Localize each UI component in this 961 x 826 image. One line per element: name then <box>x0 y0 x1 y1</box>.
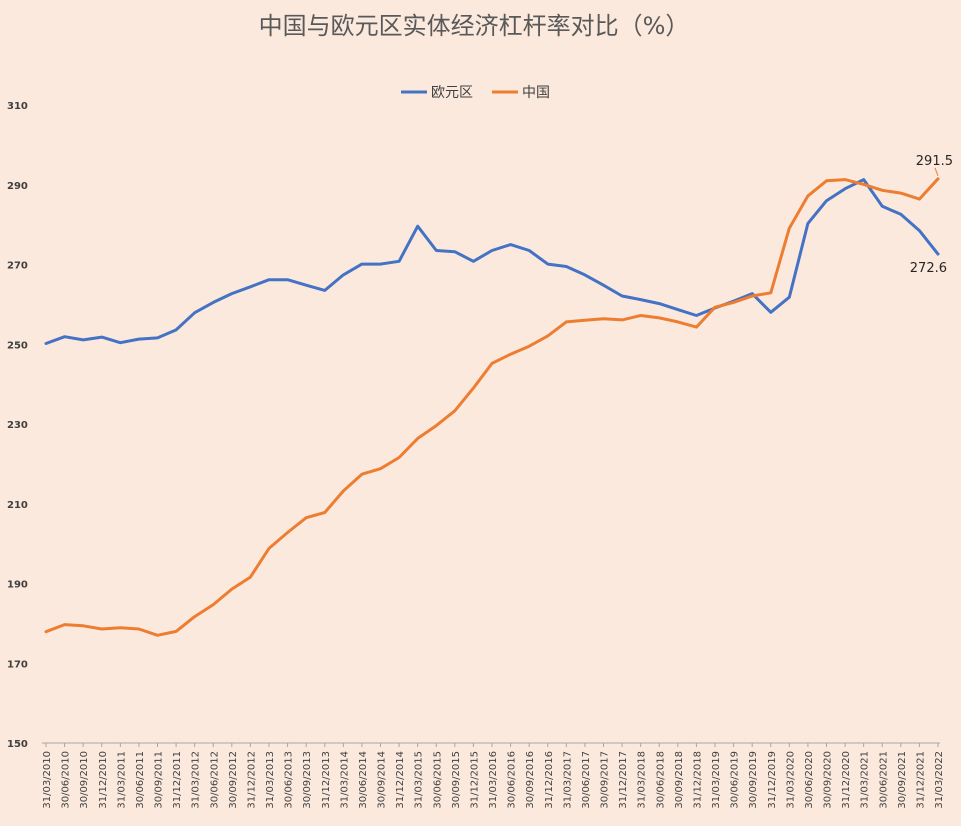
x-tick-label: 30/06/2021 <box>878 751 889 809</box>
x-tick-label: 31/03/2012 <box>191 751 202 809</box>
x-tick-label: 31/03/2022 <box>934 751 945 809</box>
y-axis: 150 170 190 210 230 250 270 290 310 <box>7 101 28 750</box>
x-tick-label: 30/06/2017 <box>581 751 592 809</box>
x-tick-label: 31/03/2010 <box>42 751 53 809</box>
data-label-leader <box>934 167 939 176</box>
x-tick-label: 30/09/2021 <box>897 751 908 809</box>
data-labels: 272.6 291.5 <box>910 154 953 276</box>
x-tick-label: 31/03/2013 <box>265 751 276 809</box>
x-tick-label: 30/06/2010 <box>61 751 72 809</box>
x-tick-label: 30/06/2012 <box>209 751 220 809</box>
x-tick-label: 31/12/2013 <box>321 751 332 809</box>
legend: 欧元区 中国 <box>401 85 550 101</box>
y-tick-label: 210 <box>7 500 28 511</box>
x-tick-label: 30/09/2012 <box>228 751 239 809</box>
x-tick-label: 30/09/2014 <box>377 751 388 809</box>
x-tick-label: 31/03/2015 <box>414 751 425 809</box>
legend-label: 欧元区 <box>431 85 473 101</box>
y-tick-label: 170 <box>7 659 28 670</box>
x-tick-label: 31/03/2019 <box>711 751 722 809</box>
x-tick-label: 30/06/2019 <box>730 751 741 809</box>
series-line-china <box>44 177 940 637</box>
x-tick-label: 31/12/2012 <box>246 751 257 809</box>
y-tick-label: 150 <box>7 739 28 750</box>
y-tick-label: 290 <box>7 181 28 192</box>
x-tick-label: 30/06/2016 <box>507 751 518 809</box>
x-tick-label: 31/12/2020 <box>841 751 852 809</box>
x-tick-label: 31/03/2018 <box>637 751 648 809</box>
x-tick-label: 31/03/2014 <box>339 751 350 809</box>
x-tick-label: 31/03/2017 <box>562 751 573 809</box>
x-tick-label: 30/06/2020 <box>804 751 815 809</box>
x-tick-label: 31/12/2018 <box>692 751 703 809</box>
x-tick-label: 30/09/2011 <box>154 751 165 809</box>
data-label-eurozone-end: 272.6 <box>910 261 947 276</box>
x-tick-label: 31/03/2020 <box>785 751 796 809</box>
x-tick-label: 30/06/2013 <box>284 751 295 809</box>
x-tick-label: 30/09/2019 <box>748 751 759 809</box>
x-tick-label: 31/03/2011 <box>116 751 127 809</box>
legend-label: 中国 <box>522 85 550 101</box>
x-tick-label: 30/09/2017 <box>600 751 611 809</box>
series-line-eurozone <box>44 178 940 345</box>
x-tick-label: 31/12/2010 <box>98 751 109 809</box>
x-tick-label: 30/09/2015 <box>451 751 462 809</box>
y-tick-label: 250 <box>7 340 28 351</box>
plot-series <box>44 177 940 637</box>
x-tick-label: 31/03/2016 <box>488 751 499 809</box>
x-tick-label: 30/09/2013 <box>302 751 313 809</box>
data-label-china-end: 291.5 <box>916 154 953 169</box>
x-tick-label: 31/12/2021 <box>915 751 926 809</box>
y-tick-label: 190 <box>7 580 28 591</box>
y-tick-label: 270 <box>7 261 28 272</box>
x-tick-label: 31/03/2021 <box>860 751 871 809</box>
x-tick-label: 31/12/2016 <box>544 751 555 809</box>
x-tick-label: 31/12/2015 <box>469 751 480 809</box>
x-axis: 31/03/2010 30/06/2010 30/09/2010 31/12/2010… <box>42 742 945 809</box>
x-tick-label: 30/09/2020 <box>823 751 834 809</box>
x-tick-label: 30/06/2011 <box>135 751 146 809</box>
chart-title: 中国与欧元区实体经济杠杆率对比（%） <box>259 12 690 40</box>
x-tick-label: 30/09/2010 <box>79 751 90 809</box>
x-tick-label: 30/09/2018 <box>674 751 685 809</box>
x-tick-label: 31/12/2011 <box>172 751 183 809</box>
x-tick-label: 30/06/2014 <box>358 751 369 809</box>
x-tick-label: 30/09/2016 <box>525 751 536 809</box>
x-tick-label: 30/06/2015 <box>432 751 443 809</box>
x-tick-label: 30/06/2018 <box>655 751 666 809</box>
y-tick-label: 310 <box>7 101 28 112</box>
x-tick-label: 31/12/2014 <box>395 751 406 809</box>
x-tick-label: 31/12/2017 <box>618 751 629 809</box>
y-tick-label: 230 <box>7 420 28 431</box>
x-tick-label: 31/12/2019 <box>767 751 778 809</box>
